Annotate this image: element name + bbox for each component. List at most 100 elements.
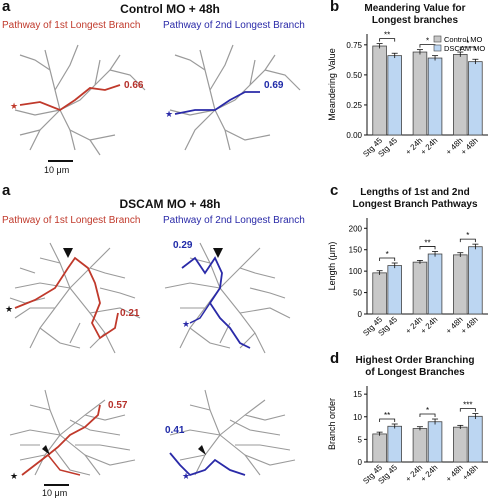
bar bbox=[387, 55, 402, 136]
dscam-row2-2nd-value: 0.41 bbox=[165, 425, 185, 436]
dscam-neuron-row2-1st-image: ★ bbox=[9, 389, 136, 481]
scale-bar-top bbox=[48, 160, 73, 162]
y-tick-label: 0.00 bbox=[346, 131, 362, 140]
pathway-2nd-label: Pathway of 2nd Longest Branch bbox=[163, 20, 305, 31]
significance-bracket bbox=[419, 413, 436, 418]
significance-mark: ** bbox=[384, 31, 390, 40]
bar bbox=[412, 261, 428, 315]
significance-mark: ** bbox=[424, 238, 430, 247]
bar bbox=[372, 45, 387, 136]
scale-label-bottom: 10 μm bbox=[42, 488, 68, 498]
y-tick-label: 150 bbox=[349, 246, 363, 255]
x-tick-label: + 24h bbox=[419, 136, 440, 157]
legend-label: Control MO bbox=[444, 35, 483, 44]
panel-a-letter: a bbox=[2, 0, 11, 15]
y-tick-label: 100 bbox=[349, 267, 363, 276]
y-tick-label: 15 bbox=[353, 390, 362, 399]
control-neuron-2nd-image: ★ bbox=[165, 44, 301, 151]
control-2nd-value: 0.69 bbox=[264, 80, 284, 91]
y-tick-label: 0.75 bbox=[346, 41, 362, 50]
significance-bracket bbox=[379, 38, 396, 42]
dscam-row1-2nd-value: 0.29 bbox=[173, 240, 193, 251]
bar bbox=[412, 51, 428, 136]
significance-mark: * bbox=[386, 250, 389, 259]
panel-a-letter-2: a bbox=[2, 182, 11, 199]
svg-text:★: ★ bbox=[182, 471, 190, 481]
significance-bracket bbox=[459, 238, 476, 243]
legend-label: DSCAM MO bbox=[444, 44, 485, 53]
x-tick-label: + 48h bbox=[459, 315, 480, 336]
bar bbox=[453, 426, 468, 463]
bar bbox=[468, 246, 483, 315]
y-axis-label: Length (μm) bbox=[327, 242, 337, 291]
bar bbox=[427, 421, 443, 463]
svg-text:★: ★ bbox=[10, 101, 18, 111]
chart-d-title: Highest Order Branching of Longest Branc… bbox=[355, 355, 475, 378]
bar bbox=[412, 428, 428, 463]
pathway-1st-label: Pathway of 1st Longest Branch bbox=[2, 20, 141, 31]
y-tick-label: 0.50 bbox=[346, 71, 362, 80]
svg-text:★: ★ bbox=[10, 471, 18, 481]
y-tick-label: 0 bbox=[358, 310, 363, 319]
bar bbox=[387, 425, 402, 463]
significance-bracket bbox=[419, 246, 436, 250]
chart-b-title: Meandering Value for Longest branches bbox=[364, 3, 466, 26]
bar bbox=[427, 253, 443, 315]
y-tick-label: 0 bbox=[358, 458, 363, 467]
y-axis-label: Meandering Value bbox=[327, 48, 337, 120]
significance-mark: ** bbox=[384, 411, 390, 420]
legend-swatch bbox=[433, 35, 442, 43]
bar bbox=[468, 61, 483, 136]
significance-bracket bbox=[459, 46, 476, 51]
x-tick-label: + 48h bbox=[459, 136, 480, 157]
significance-mark: * bbox=[426, 406, 429, 415]
scale-bar-bottom bbox=[44, 484, 69, 486]
dscam-pathway-2nd-label: Pathway of 2nd Longest Branch bbox=[163, 215, 305, 226]
svg-text:★: ★ bbox=[5, 304, 13, 314]
x-tick-label: + 24h bbox=[419, 463, 440, 484]
bar bbox=[372, 272, 387, 315]
control-title: Control MO + 48h bbox=[120, 2, 220, 16]
y-tick-label: 10 bbox=[353, 413, 362, 422]
dscam-neuron-row1-1st-image: ★ bbox=[5, 242, 141, 354]
bar bbox=[453, 254, 468, 315]
y-tick-label: 5 bbox=[358, 435, 363, 444]
x-tick-label: + 48h bbox=[444, 463, 465, 484]
svg-text:★: ★ bbox=[165, 109, 173, 119]
significance-mark: * bbox=[426, 37, 429, 46]
dscam-row2-1st-value: 0.57 bbox=[108, 400, 128, 411]
legend-swatch bbox=[433, 44, 442, 52]
control-neuron-1st-image: ★ bbox=[10, 44, 146, 156]
bar bbox=[453, 54, 468, 136]
chart-c-title: Lengths of 1st and 2nd Longest Branch Pa… bbox=[352, 187, 478, 210]
dscam-title: DSCAM MO + 48h bbox=[119, 197, 221, 211]
bar bbox=[372, 433, 387, 463]
dscam-pathway-1st-label: Pathway of 1st Longest Branch bbox=[2, 215, 141, 226]
y-tick-label: 200 bbox=[349, 224, 363, 233]
significance-mark: *** bbox=[463, 401, 472, 410]
dscam-neuron-row1-2nd-image: ★ bbox=[164, 242, 291, 354]
significance-bracket bbox=[459, 408, 476, 412]
bar bbox=[387, 265, 402, 315]
bar bbox=[468, 415, 483, 463]
x-tick-label: + 24h bbox=[419, 315, 440, 336]
bar bbox=[427, 57, 443, 136]
y-tick-label: 50 bbox=[353, 289, 362, 298]
y-axis-label: Branch order bbox=[327, 398, 337, 450]
dscam-neuron-row2-2nd-image: ★ bbox=[169, 389, 296, 481]
significance-bracket bbox=[379, 418, 396, 422]
x-tick-label: +48h bbox=[461, 463, 480, 482]
significance-bracket bbox=[379, 257, 396, 261]
panel-d-letter: d bbox=[330, 350, 340, 367]
control-1st-value: 0.66 bbox=[124, 80, 144, 91]
scale-label-top: 10 μm bbox=[44, 165, 70, 175]
dscam-row1-1st-value: 0.21 bbox=[120, 308, 140, 319]
panel-b-letter: b bbox=[330, 0, 340, 15]
panel-c-letter: c bbox=[330, 182, 339, 199]
y-tick-label: 0.25 bbox=[346, 101, 362, 110]
significance-mark: * bbox=[466, 231, 469, 240]
svg-text:★: ★ bbox=[182, 319, 190, 329]
